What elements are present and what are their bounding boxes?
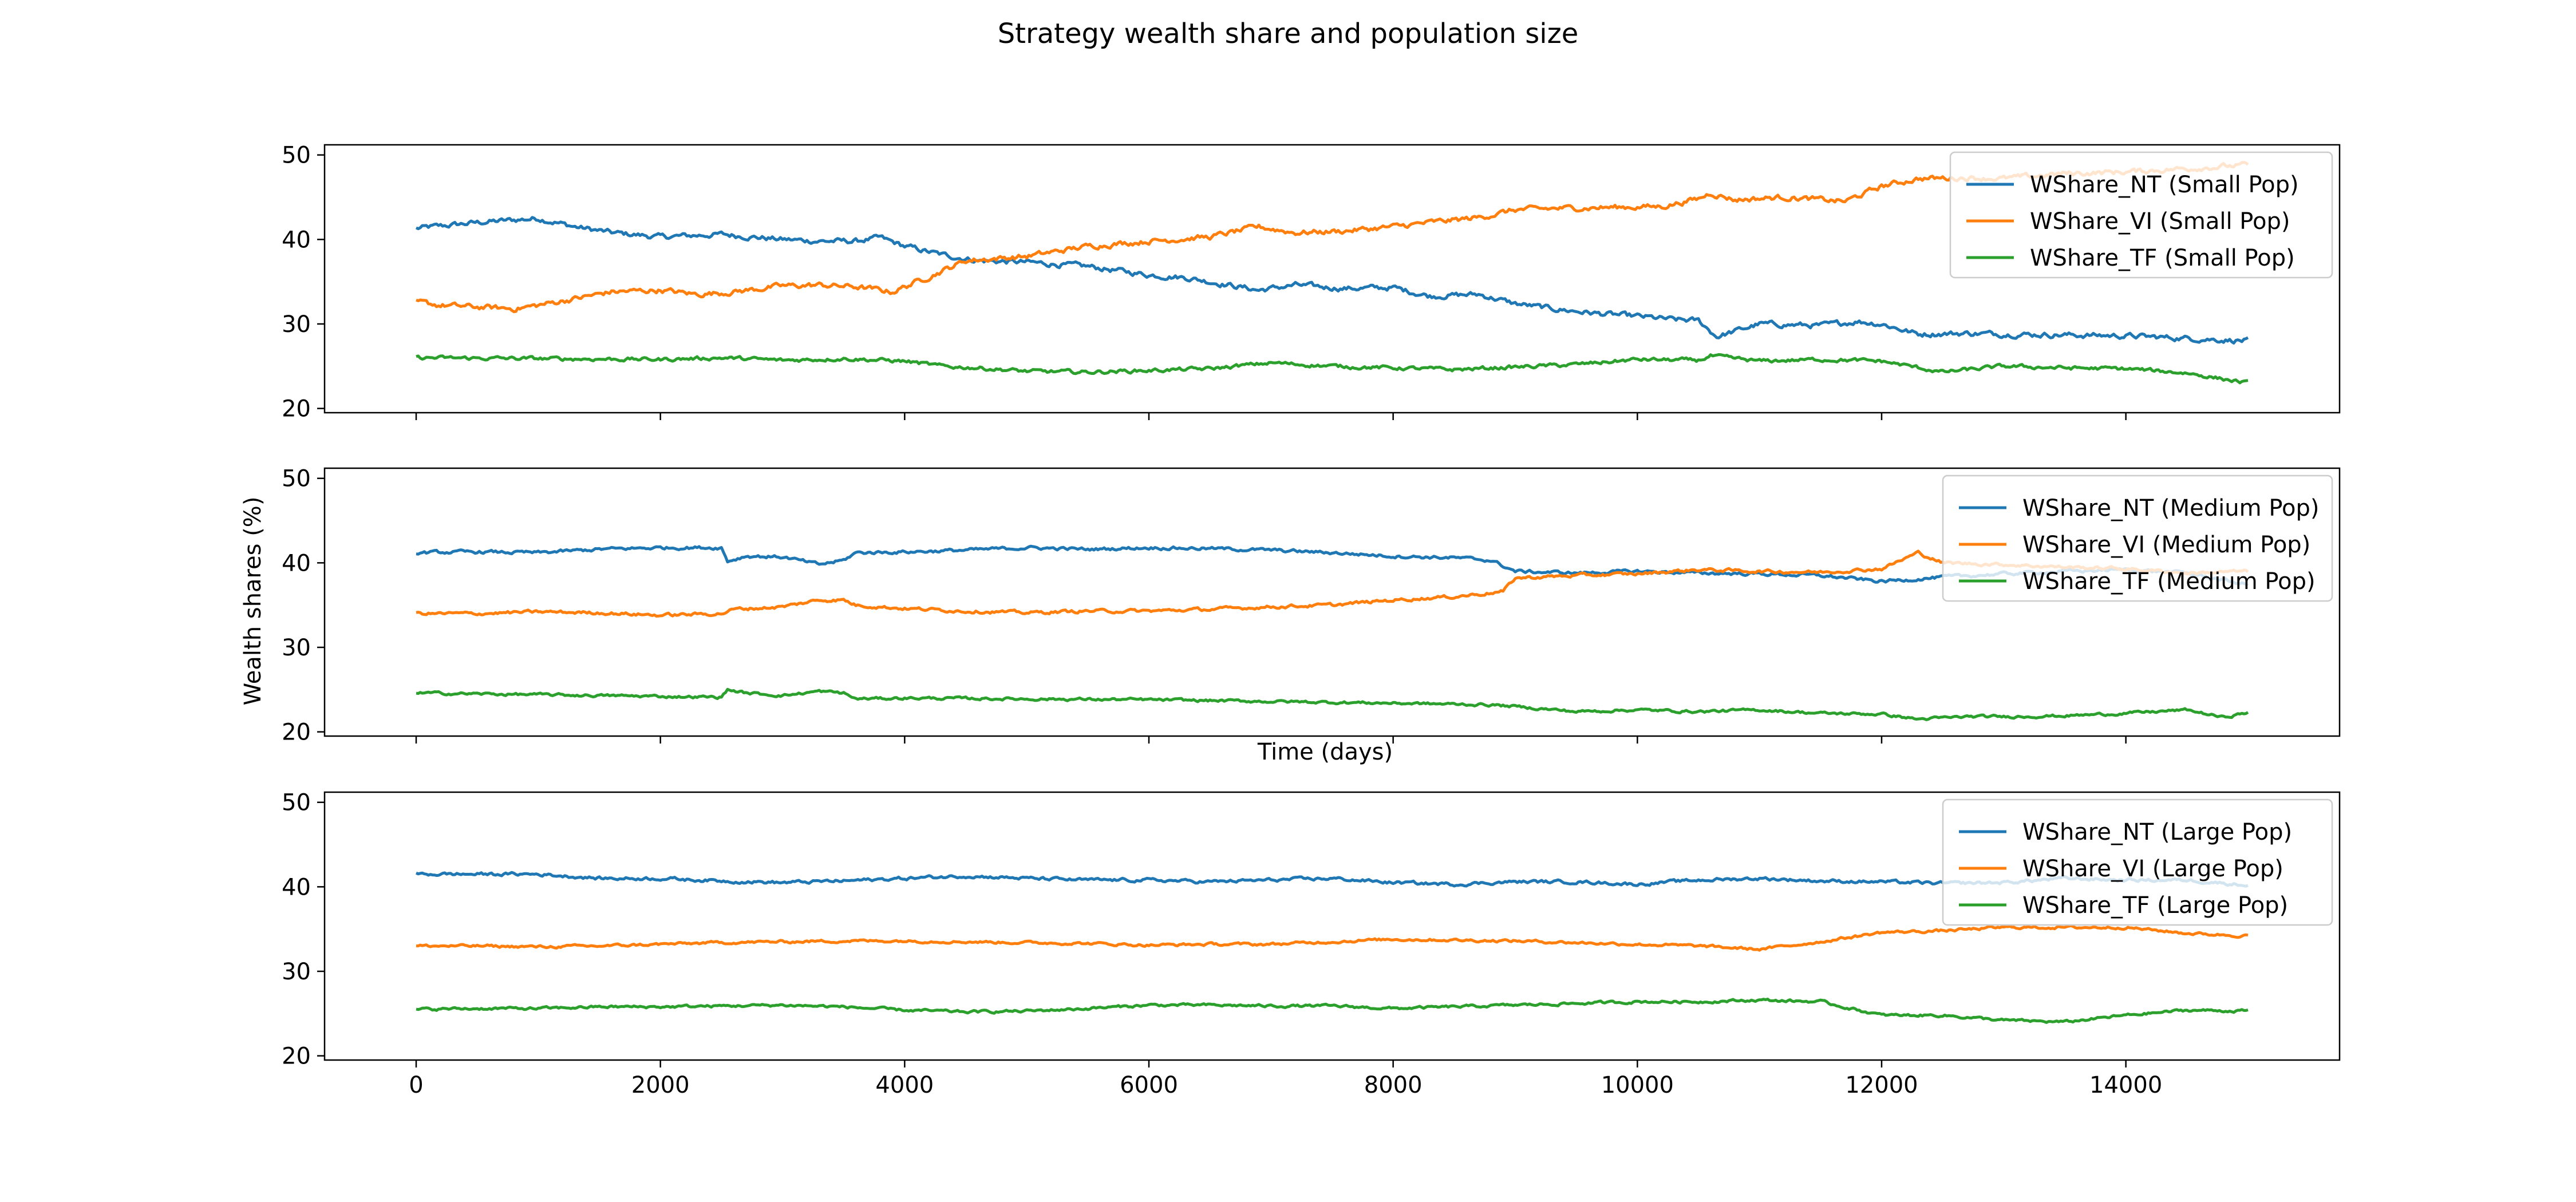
series-line-nt [415, 216, 2249, 345]
legend: WShare_NT (Large Pop) WShare_VI (Large Po… [1942, 798, 2333, 926]
series-line-vi [416, 161, 2249, 314]
series-group [415, 161, 2249, 385]
x-tick-label: 2000 [631, 1072, 690, 1098]
x-tick-label: 10000 [1601, 1072, 1674, 1098]
series-line-tf [416, 353, 2249, 385]
y-tick-label: 50 [282, 790, 311, 816]
legend-box [1942, 475, 2333, 602]
legend-entry: WShare_NT (Small Pop) [2030, 172, 2299, 198]
legend-entry: WShare_VI (Small Pop) [2030, 208, 2290, 235]
legend-entry: WShare_TF (Large Pop) [2022, 892, 2288, 919]
x-tick-label: 6000 [1120, 1072, 1178, 1098]
y-tick-label: 50 [282, 143, 311, 169]
y-tick-label: 40 [282, 874, 311, 900]
x-tick-label: 4000 [875, 1072, 934, 1098]
x-axis-label: Time (days) [1257, 739, 1393, 765]
legend-entry: WShare_NT (Medium Pop) [2022, 495, 2319, 521]
legend: WShare_NT (Small Pop) WShare_VI (Small Po… [1949, 151, 2333, 279]
y-tick-label: 30 [282, 311, 311, 338]
y-tick-label: 20 [282, 1043, 311, 1070]
x-tick-label: 14000 [2089, 1072, 2162, 1098]
axes-frame [323, 467, 2341, 737]
panel-large-pop: 20 30 40 50 0 2000 4000 6000 8000 10000 12000 14000… [282, 790, 2341, 1098]
legend-entry: WShare_TF (Medium Pop) [2022, 568, 2316, 595]
y-tick-label: 20 [282, 396, 311, 422]
x-tick-label: 12000 [1845, 1072, 1918, 1098]
y-tick-label: 20 [282, 719, 311, 746]
series-line-tf [416, 687, 2249, 721]
legend-box [1949, 151, 2333, 279]
x-tick-label: 0 [409, 1072, 423, 1098]
series-line-tf [416, 998, 2249, 1024]
legend: WShare_NT (Medium Pop) WShare_VI (Medium … [1942, 475, 2333, 602]
legend-entry: WShare_VI (Medium Pop) [2022, 532, 2310, 558]
legend-entry: WShare_TF (Small Pop) [2030, 245, 2295, 271]
y-axis-label: Wealth shares (%) [240, 497, 266, 706]
legend-entry: WShare_NT (Large Pop) [2022, 819, 2292, 845]
y-tick-label: 40 [282, 227, 311, 253]
x-tick-label: 8000 [1364, 1072, 1423, 1098]
y-tick-label: 50 [282, 466, 311, 492]
series-line-vi [416, 924, 2249, 952]
y-tick-label: 30 [282, 635, 311, 661]
y-tick-label: 30 [282, 959, 311, 985]
axes-frame [323, 144, 2341, 414]
legend-box [1942, 798, 2333, 926]
legend-entry: WShare_VI (Large Pop) [2022, 856, 2283, 882]
panel-small-pop: 20 30 40 50 WShare_NT (Small Pop) WShare_VI (… [282, 143, 2341, 422]
y-tick-label: 40 [282, 550, 311, 576]
axes-frame [323, 791, 2341, 1061]
panel-medium-pop: 20 30 40 50 WShare_NT (Medium Pop) WShare_VI … [282, 466, 2341, 746]
figure-title: Strategy wealth share and population siz… [998, 18, 1579, 50]
